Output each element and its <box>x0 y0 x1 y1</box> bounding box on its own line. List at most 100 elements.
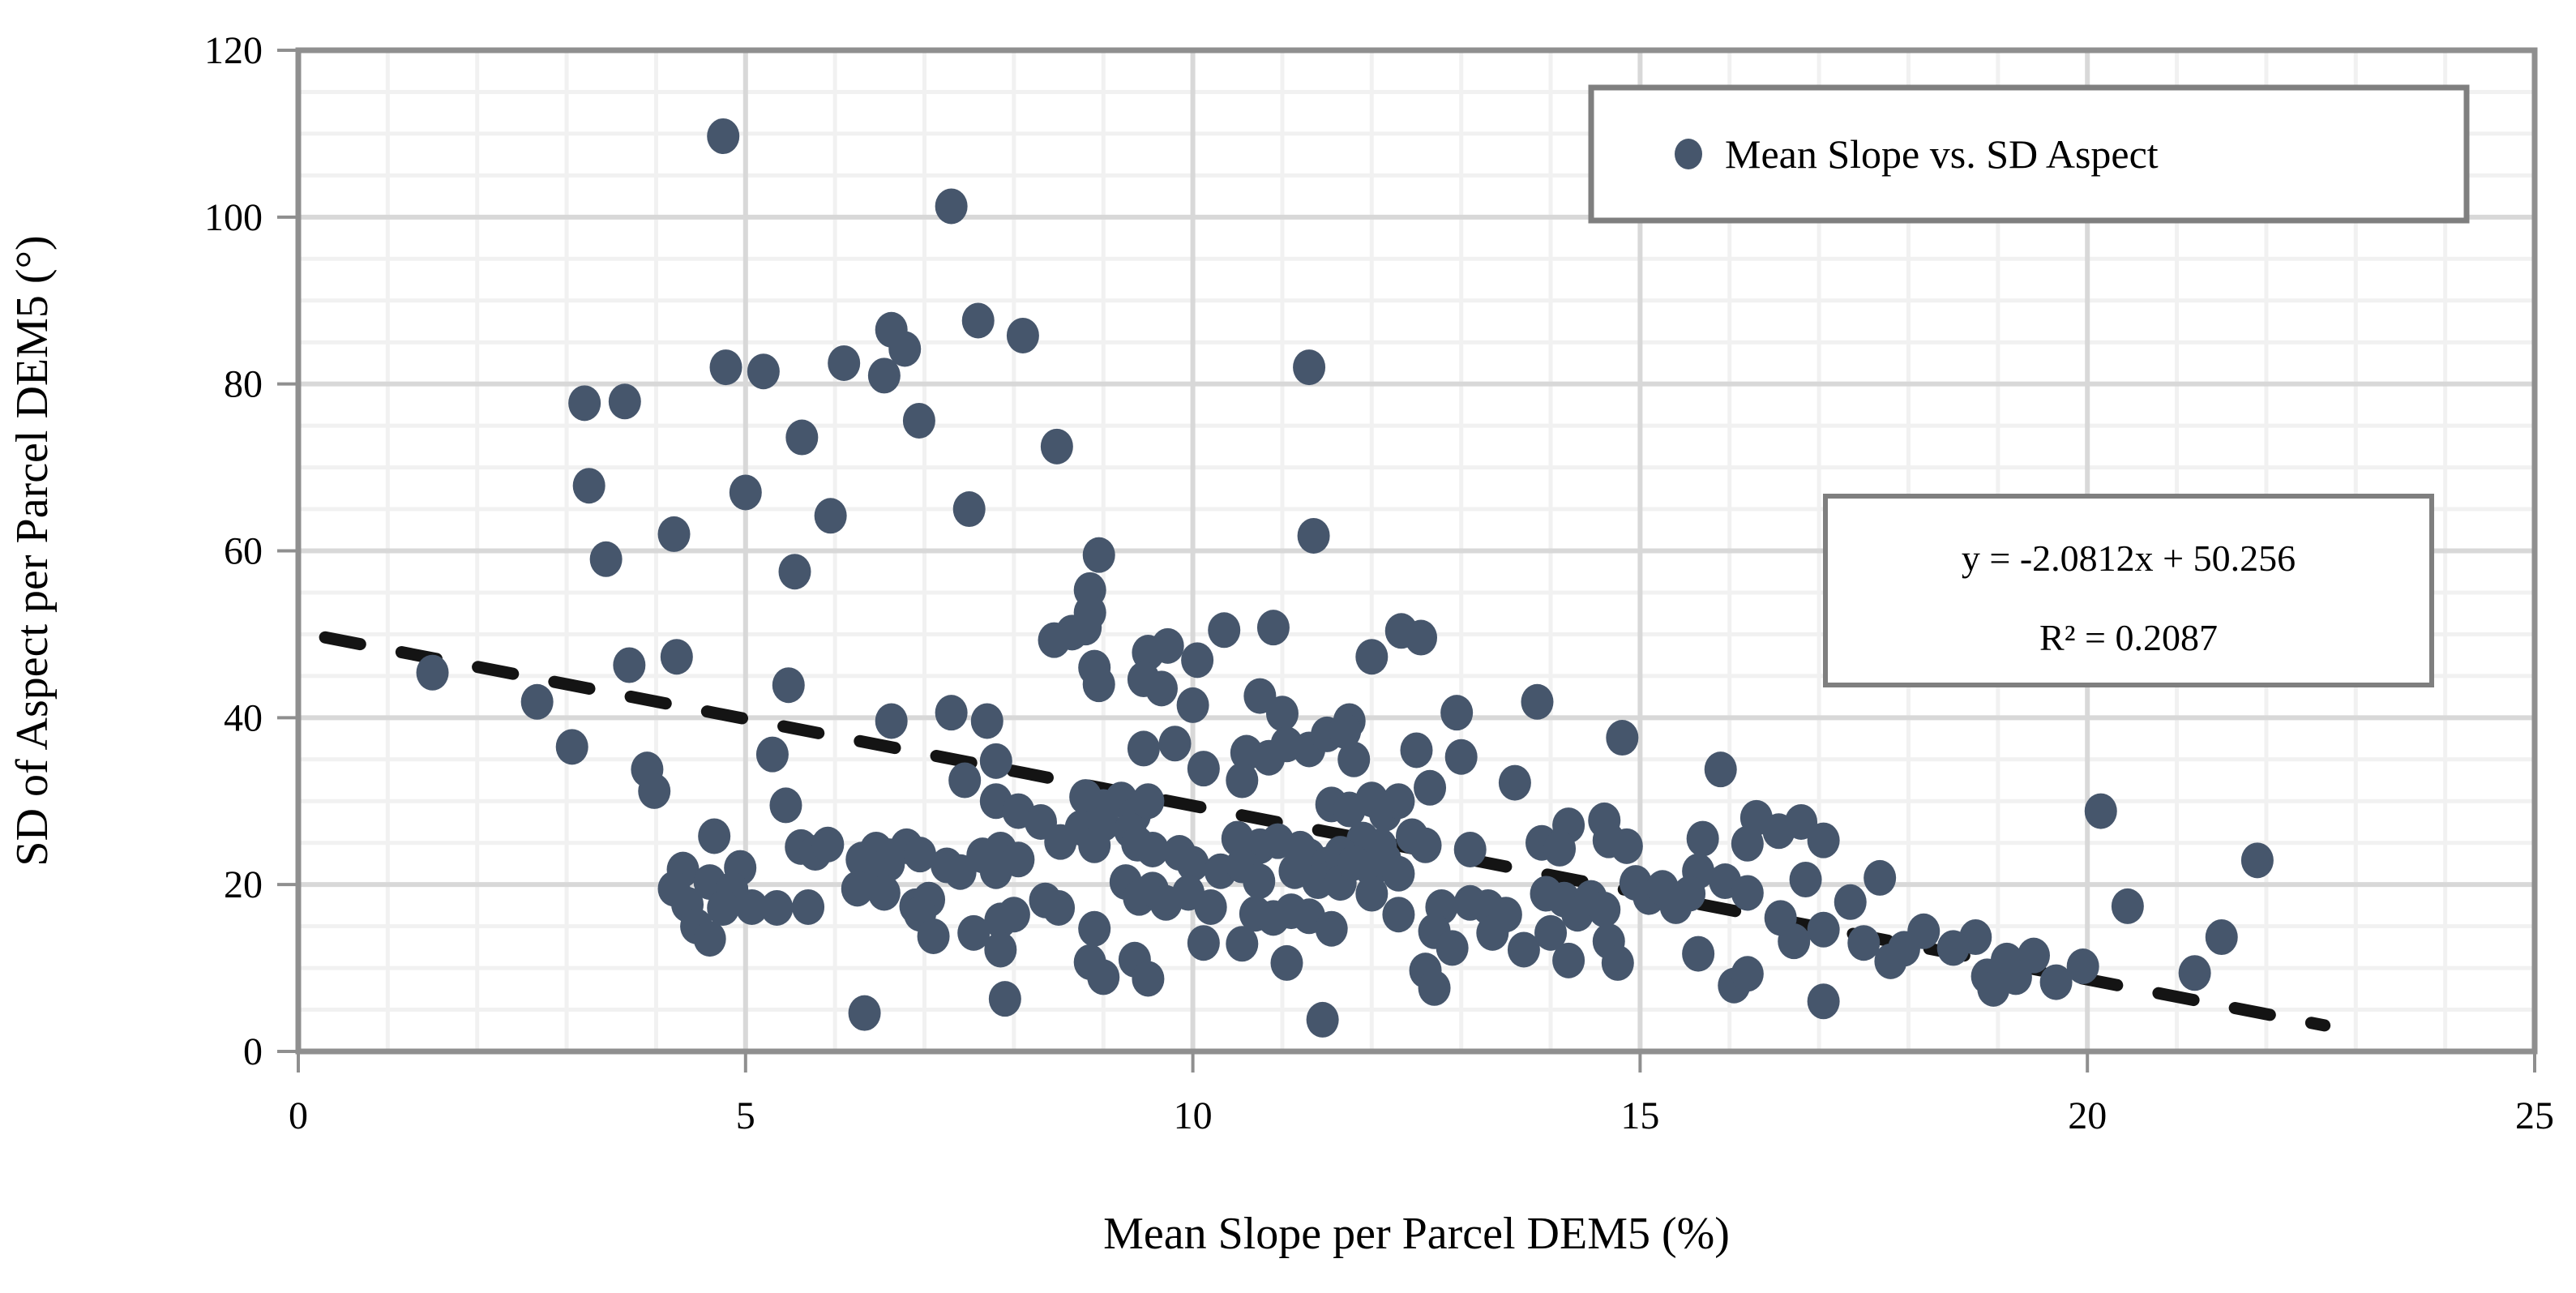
data-point <box>2240 842 2274 879</box>
data-point <box>979 743 1012 779</box>
data-point <box>1087 959 1120 995</box>
data-point <box>1418 970 1451 1006</box>
data-point <box>608 383 641 420</box>
data-point <box>1476 914 1509 951</box>
data-point <box>1409 827 1442 863</box>
data-point <box>660 639 693 675</box>
legend-marker-dot-icon <box>1675 139 1702 169</box>
data-point <box>1044 824 1077 860</box>
data-point <box>1127 730 1160 767</box>
x-tick-label: 15 <box>1620 1094 1659 1137</box>
y-tick-label: 0 <box>243 1030 263 1073</box>
data-point <box>1151 627 1184 664</box>
data-point <box>785 419 819 456</box>
data-point <box>1187 925 1220 961</box>
data-point <box>1176 687 1209 723</box>
data-point <box>778 554 811 590</box>
y-tick-label: 40 <box>224 696 263 739</box>
data-point <box>1606 720 1639 756</box>
y-tick-label: 80 <box>224 363 263 406</box>
data-point <box>1078 910 1111 947</box>
data-point <box>952 491 986 528</box>
data-point <box>1158 726 1192 762</box>
data-point <box>1834 884 1867 920</box>
data-point <box>904 837 937 873</box>
data-point <box>970 703 1003 739</box>
annotation-box <box>1823 494 2434 687</box>
data-point <box>1847 925 1881 961</box>
data-point <box>589 541 623 577</box>
trendline-dashed <box>319 631 2331 1032</box>
data-point <box>984 931 1017 968</box>
data-point <box>1132 961 1165 997</box>
data-point <box>997 897 1030 933</box>
data-point <box>707 118 740 155</box>
data-point <box>707 889 740 926</box>
data-point <box>1208 612 1241 649</box>
x-tick-label: 10 <box>1174 1094 1213 1137</box>
data-point <box>1270 944 1303 981</box>
data-point <box>1601 944 1634 981</box>
data-point <box>1382 897 1415 933</box>
data-point <box>1610 828 1643 864</box>
data-point <box>1136 831 1169 867</box>
data-point <box>814 498 847 534</box>
data-point <box>1807 822 1840 858</box>
data-point <box>935 695 968 731</box>
data-point <box>1382 783 1415 820</box>
data-point <box>1704 751 1737 788</box>
data-point <box>1686 820 1719 857</box>
data-point <box>811 826 845 863</box>
data-point <box>698 818 731 854</box>
data-point <box>1907 913 1941 949</box>
annotation-r-squared: R² = 0.2087 <box>2039 617 2218 658</box>
data-point <box>1731 875 1764 911</box>
x-tick-label: 0 <box>289 1094 308 1137</box>
y-axis-tick-labels: 0 20 40 60 80 100 120 <box>204 29 263 1073</box>
y-tick-label: 60 <box>224 530 263 573</box>
data-point <box>1256 610 1290 646</box>
data-point <box>1329 713 1362 749</box>
data-point <box>848 995 881 1031</box>
data-point <box>555 729 588 765</box>
data-point <box>2111 888 2144 924</box>
data-point <box>935 188 968 225</box>
data-point <box>709 349 742 386</box>
data-point <box>1176 846 1209 882</box>
data-point <box>760 889 794 926</box>
data-point <box>1534 914 1568 951</box>
x-axis-tick-labels: 0 5 10 15 20 25 <box>289 1094 2554 1137</box>
data-point <box>1337 741 1371 777</box>
data-point <box>657 516 691 552</box>
data-point <box>1552 942 1585 978</box>
data-point <box>1521 683 1554 720</box>
data-point <box>875 703 908 739</box>
axis-tick-marks <box>277 49 2536 1073</box>
data-point <box>520 683 554 720</box>
annotation-equation: y = -2.0812x + 50.256 <box>1962 537 2296 579</box>
data-point <box>755 736 789 773</box>
data-point <box>1789 861 1822 897</box>
data-point <box>1731 825 1764 862</box>
legend: Mean Slope vs. SD Aspect <box>1588 84 2470 224</box>
data-point <box>902 402 935 439</box>
data-point <box>1226 762 1259 798</box>
data-point <box>638 773 671 809</box>
data-point <box>1293 349 1326 386</box>
data-point <box>2178 955 2211 991</box>
data-point <box>2205 919 2238 956</box>
data-point <box>1543 830 1577 867</box>
data-point <box>1807 911 1840 948</box>
data-point <box>1145 670 1178 707</box>
data-point <box>1181 642 1214 679</box>
data-point <box>1078 827 1111 863</box>
data-point <box>1226 926 1259 962</box>
data-point <box>1778 923 1811 960</box>
data-point <box>1069 610 1102 646</box>
data-point <box>1194 888 1227 925</box>
data-point <box>1673 876 1706 912</box>
data-point <box>1042 889 1076 926</box>
data-point <box>1436 930 1469 966</box>
data-point <box>1006 317 1039 353</box>
data-point <box>1874 943 1907 979</box>
